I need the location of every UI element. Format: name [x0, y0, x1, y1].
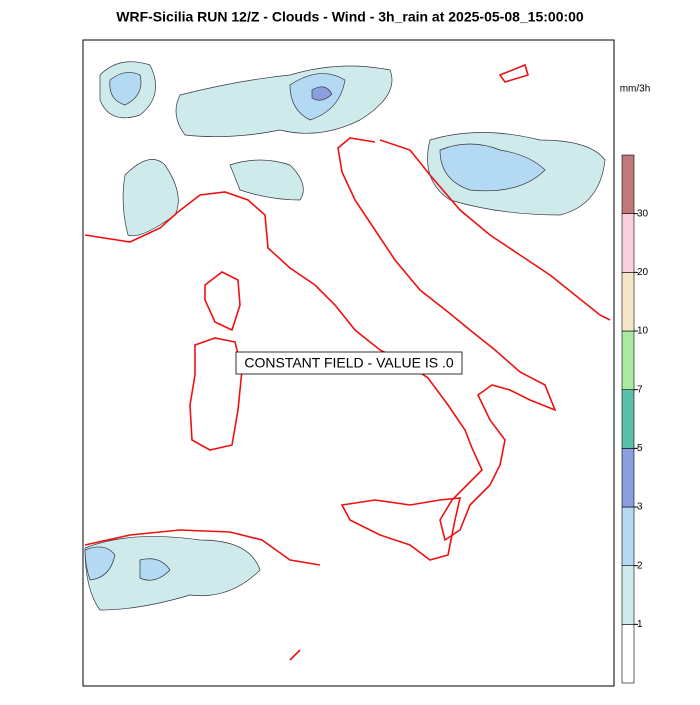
colorbar-units: mm/3h	[620, 84, 651, 95]
colorbar-label: 10	[637, 326, 649, 337]
colorbar-label: 2	[637, 560, 643, 571]
colorbar-segment	[621, 506, 635, 566]
title: WRF-Sicilia RUN 12/Z - Clouds - Wind - 3…	[116, 9, 584, 25]
colorbar-label: 20	[637, 267, 649, 278]
colorbar-segment	[621, 213, 635, 273]
colorbar: 1 2 3 5 7 10 20 30	[621, 154, 649, 684]
annotation-box	[235, 351, 463, 375]
colorbar-label: 1	[637, 619, 643, 630]
colorbar-segment	[621, 330, 635, 390]
annotation: CONSTANT FIELD - VALUE IS .0	[244, 355, 453, 371]
colorbar-label: 30	[637, 208, 649, 219]
colorbar-segment	[621, 448, 635, 508]
colorbar-segment	[621, 272, 635, 332]
colorbar-segment	[621, 389, 635, 449]
colorbar-segment	[621, 624, 635, 684]
clouds	[84, 61, 606, 611]
colorbar-segment	[621, 154, 635, 214]
colorbar-segment	[621, 565, 635, 625]
coastlines	[84, 63, 611, 661]
colorbar-label: 7	[637, 384, 643, 395]
colorbar-label: 3	[637, 502, 643, 513]
colorbar-label: 5	[637, 443, 643, 454]
